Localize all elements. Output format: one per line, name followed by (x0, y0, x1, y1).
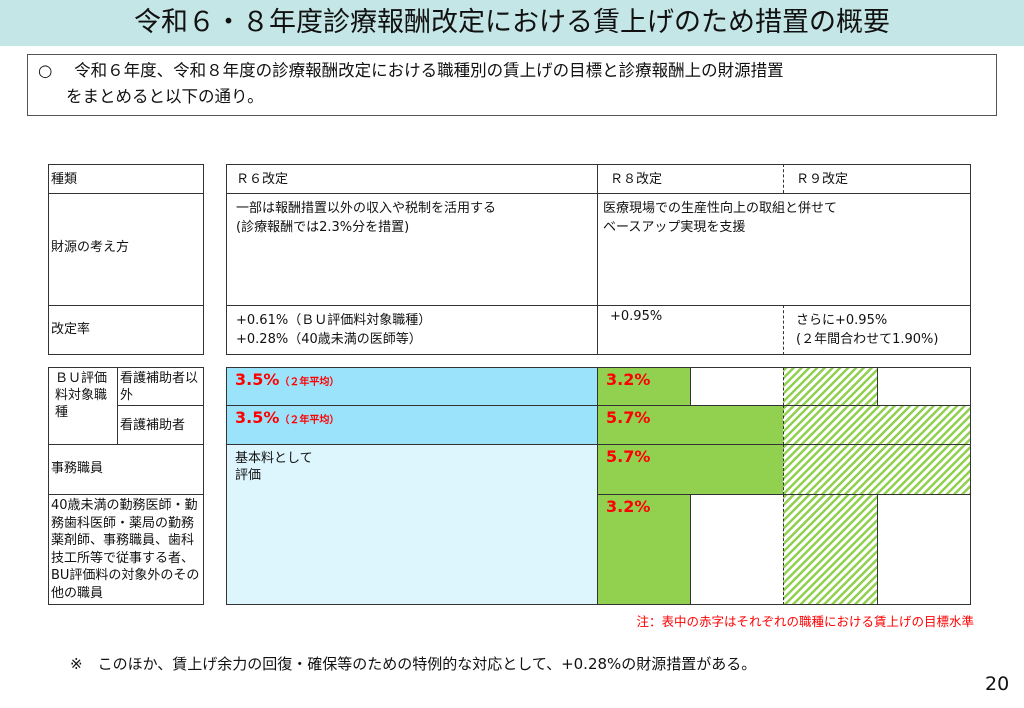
rate-r6-line2: +0.28%（40歳未満の医師等） (236, 332, 422, 347)
r8-office: 5.7% (597, 444, 784, 495)
label-aide: 看護補助者 (117, 405, 204, 445)
funding-r6: 一部は報酬措置以外の収入や税制を活用する (診療報酬では2.3%分を措置) (226, 194, 506, 239)
label-nonaide: 看護補助者以外 (117, 367, 204, 406)
funding-r6-line2: (診療報酬では2.3%分を措置) (236, 220, 410, 235)
funding-r6-line1: 一部は報酬措置以外の収入や税制を活用する (236, 201, 497, 216)
label-others: 40歳未満の勤務医師・勤務歯科医師・薬局の勤務薬剤師、事務職員、歯科技工所等で従… (48, 494, 204, 605)
upper-table (226, 164, 971, 355)
label-office: 事務職員 (48, 444, 204, 495)
r8-others: 3.2% (597, 494, 691, 605)
col-r8: Ｒ８改定 (610, 172, 663, 187)
r9-nonaide-hatch (783, 367, 878, 406)
rate-r9-line1: さらに+0.95% (796, 313, 888, 328)
footnote: ※ このほか、賃上げ余力の回復・確保等のための特例的な対応として、+0.28%の… (70, 655, 757, 673)
r9-aide-hatch (783, 405, 971, 445)
col-r6: Ｒ６改定 (236, 172, 289, 187)
r9-others-hatch (783, 494, 878, 605)
label-funding: 財源の考え方 (48, 193, 204, 306)
label-rate: 改定率 (48, 305, 204, 355)
funding-r8: 医療現場での生産性向上の取組と併せて ベースアップ実現を支援 (597, 194, 843, 238)
r6-aide: 3.5%（２年平均） (226, 405, 598, 445)
rate-r6: +0.61%（ＢＵ評価料対象職種） +0.28%（40歳未満の医師等） (226, 306, 441, 351)
bullet-icon: ○ (38, 61, 53, 80)
rate-r8: +0.95% (610, 309, 663, 324)
r9-office-hatch (783, 444, 971, 495)
rate-r9: さらに+0.95% (２年間合わせて1.90%) (786, 306, 948, 351)
intro-line1: 令和６年度、令和８年度の診療報酬改定における職種別の賃上げの目標と診療報酬上の財… (74, 61, 784, 80)
table-note: 注：表中の赤字はそれぞれの職種における賃上げの目標水準 (636, 614, 974, 629)
r8-nonaide: 3.2% (597, 367, 691, 406)
r8-aide: 5.7% (597, 405, 784, 445)
label-bu: ＢＵ評価料対象職種 (48, 367, 118, 445)
funding-r8-line1: 医療現場での生産性向上の取組と併せて (603, 201, 838, 216)
r6-nonaide: 3.5%（２年平均） (226, 367, 598, 406)
page-number: 20 (985, 673, 1010, 695)
col-r9: Ｒ９改定 (796, 172, 849, 187)
intro-box: ○ 令和６年度、令和８年度の診療報酬改定における職種別の賃上げの目標と診療報酬上… (27, 54, 997, 116)
rate-r9-line2: (２年間合わせて1.90%) (796, 332, 939, 347)
r6-basic: 基本料として 評価 (226, 444, 598, 605)
page-title: 令和６・８年度診療報酬改定における賃上げのため措置の概要 (0, 0, 1024, 46)
rate-r6-line1: +0.61%（ＢＵ評価料対象職種） (236, 313, 432, 328)
intro-line2: をまとめると以下の通り。 (66, 87, 264, 106)
funding-r8-line2: ベースアップ実現を支援 (603, 220, 746, 235)
label-type: 種類 (48, 164, 204, 194)
